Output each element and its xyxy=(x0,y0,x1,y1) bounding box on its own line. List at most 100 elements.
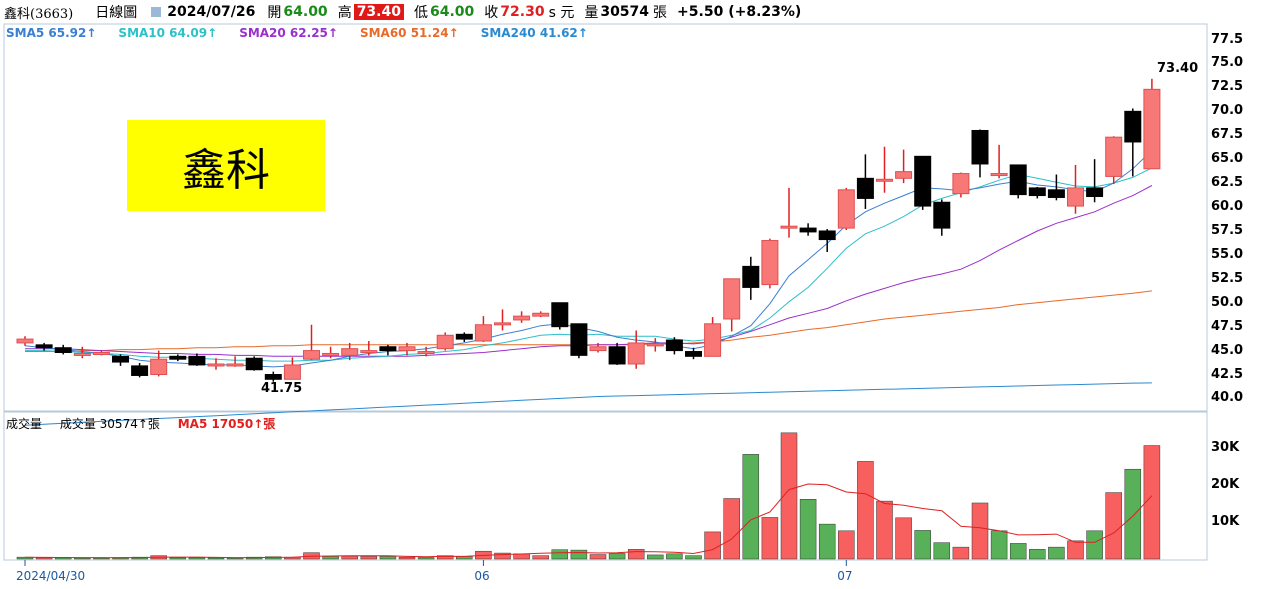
volume-bar xyxy=(398,556,416,560)
volume-bar xyxy=(761,517,779,560)
candle xyxy=(723,278,741,332)
x-tick-label: 2024/04/30 xyxy=(16,569,86,583)
y-tick-label: 62.5 xyxy=(1211,175,1244,191)
candle xyxy=(16,336,34,346)
candle xyxy=(322,346,340,359)
candle-body xyxy=(360,350,378,354)
candle-body xyxy=(513,315,531,321)
volume-panel-border xyxy=(3,411,1208,561)
candle-body xyxy=(264,374,282,380)
candle xyxy=(131,363,149,378)
volume-bar xyxy=(532,555,549,560)
candle xyxy=(990,144,1008,179)
candle-body xyxy=(283,364,301,380)
candle-body xyxy=(436,334,454,350)
candle xyxy=(685,347,702,360)
open-value: 64.00 xyxy=(283,4,328,20)
candle xyxy=(799,223,817,236)
candle xyxy=(455,332,473,342)
volume-bar xyxy=(933,542,951,560)
candle xyxy=(704,317,722,357)
close-value: 72.30 xyxy=(500,4,545,20)
stock-name[interactable]: 鑫科(3663) xyxy=(4,6,74,22)
volume-bar xyxy=(952,546,970,560)
candle xyxy=(627,330,645,369)
volume-total-label: 成交量 30574↑張 xyxy=(59,417,160,431)
sma-legend: SMA5 65.92↑ SMA10 64.09↑ SMA20 62.25↑ SM… xyxy=(6,26,610,40)
candle xyxy=(665,337,683,355)
volume-value: 30574 xyxy=(600,4,650,20)
candle xyxy=(589,342,607,353)
volume-bar xyxy=(494,552,511,560)
candle xyxy=(436,332,454,351)
candle-body xyxy=(742,265,760,288)
candle-body xyxy=(169,355,187,360)
volume-bar xyxy=(838,530,855,560)
volume-bar xyxy=(666,553,683,560)
candle-body xyxy=(494,322,511,326)
y-tick-label: 70.0 xyxy=(1211,103,1244,119)
y-tick-label: 65.0 xyxy=(1211,151,1244,167)
candle-body xyxy=(150,358,168,376)
candle-body xyxy=(207,363,225,367)
volume-bar xyxy=(1143,445,1161,560)
calendar-icon[interactable] xyxy=(151,7,162,17)
volume-bar xyxy=(1009,543,1027,560)
candle-body xyxy=(245,357,263,371)
candle xyxy=(150,350,168,377)
candle xyxy=(1028,186,1046,199)
candle xyxy=(608,342,626,365)
unit-label: s 元 xyxy=(548,5,575,21)
volume-bar xyxy=(723,498,740,560)
high-label: 高 xyxy=(337,5,352,21)
date-value[interactable]: 2024/07/26 xyxy=(167,4,256,20)
sma240-line xyxy=(24,382,1152,426)
candle-body xyxy=(1009,164,1027,196)
candle-body xyxy=(379,346,397,352)
volume-bar xyxy=(1124,468,1142,560)
sma240-label: SMA240 41.62↑ xyxy=(480,26,588,40)
volume-bar xyxy=(627,549,645,560)
candle-body xyxy=(685,351,702,357)
candle-body xyxy=(1143,88,1161,170)
volume-bar xyxy=(742,454,760,560)
candle-body xyxy=(761,240,779,286)
y-tick-label: 67.5 xyxy=(1211,127,1244,143)
period-label[interactable]: 日線圖 xyxy=(95,5,138,21)
volume-bar xyxy=(914,530,931,560)
volume-bar xyxy=(1086,530,1103,560)
volume-bar xyxy=(169,557,187,560)
candle-body xyxy=(627,342,645,365)
candle-body xyxy=(54,347,72,353)
candle-body xyxy=(341,348,359,356)
candle xyxy=(837,187,855,231)
candle xyxy=(1124,108,1142,177)
candle xyxy=(914,155,932,210)
candle xyxy=(742,256,760,300)
candle xyxy=(1105,136,1123,185)
volume-bar xyxy=(799,499,817,560)
volume-bar xyxy=(589,554,607,560)
volume-ma5-label: MA5 17050↑張 xyxy=(177,417,276,431)
stock-title-box: 鑫科 xyxy=(127,120,325,211)
y-tick-label: 47.5 xyxy=(1211,318,1244,334)
candle-body xyxy=(856,177,874,199)
volume-bar xyxy=(417,557,435,560)
y-tick-label: 60.0 xyxy=(1211,199,1244,215)
candle-body xyxy=(589,346,607,352)
close-label: 收 xyxy=(484,5,499,21)
volume-bar xyxy=(570,549,588,560)
volume-bar xyxy=(322,556,339,560)
volume-bar xyxy=(990,530,1008,560)
y-tick-label: 75.0 xyxy=(1211,55,1244,71)
candle xyxy=(283,357,301,380)
candle xyxy=(360,341,378,356)
low-label: 低 xyxy=(413,5,428,21)
volume-bar xyxy=(857,461,874,560)
volume-bar xyxy=(780,432,798,560)
candle-body xyxy=(570,323,588,356)
candle-body xyxy=(417,351,435,355)
volume-bar xyxy=(818,523,836,560)
candle xyxy=(35,342,53,351)
